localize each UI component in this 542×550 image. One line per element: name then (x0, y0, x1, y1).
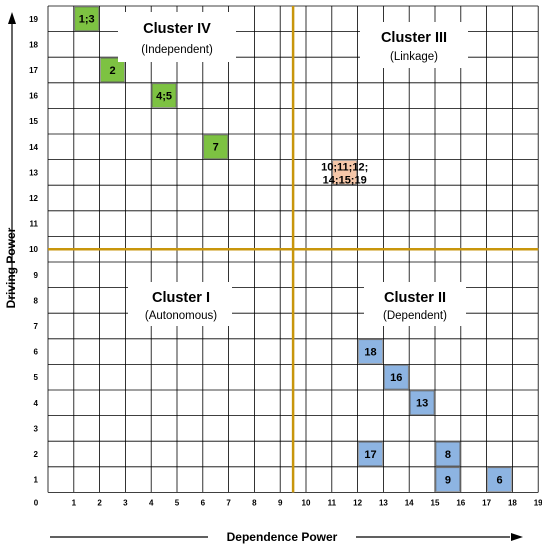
y-tick-label: 17 (29, 66, 38, 75)
cluster-iii-subtitle: (Linkage) (390, 51, 438, 63)
y-tick-label: 19 (29, 15, 38, 24)
variable-cell-linkage (332, 160, 357, 185)
y-tick-label: 1 (34, 476, 39, 485)
variable-cell-independent (151, 83, 177, 108)
cluster-iv-subtitle: (Independent) (141, 44, 213, 56)
cluster-iii-label-bg (360, 22, 468, 68)
x-tick-label: 3 (123, 498, 128, 507)
y-axis-arrowhead (8, 12, 16, 24)
x-axis-title: Dependence Power (227, 530, 338, 544)
variable-cell-independent (203, 134, 228, 159)
y-tick-label: 13 (29, 168, 38, 177)
x-tick-label: 7 (226, 498, 231, 507)
variable-cell-independent (100, 57, 125, 83)
cluster-iv-label-bg (118, 12, 236, 62)
y-tick-label: 6 (34, 348, 39, 357)
cluster-i-title: Cluster I (152, 290, 210, 306)
x-tick-label: 17 (482, 498, 491, 507)
y-tick-label: 16 (29, 92, 38, 101)
y-tick-label: 9 (34, 271, 39, 280)
variable-label: 7 (213, 142, 219, 154)
cluster-ii-title: Cluster II (384, 290, 446, 306)
variable-cell-dependent (384, 365, 409, 390)
y-tick-label: 11 (30, 220, 39, 229)
x-tick-label: 16 (456, 498, 465, 507)
x-tick-label: 4 (149, 498, 154, 507)
x-tick-label: 5 (175, 498, 180, 507)
axis-ticks: 1 2 3 4 5 6 7 8 9 10 11 12 13 14 15 16 17 18 1912345678910… (29, 15, 542, 508)
y-tick-label: 5 (34, 373, 39, 382)
x-tick-label: 14 (405, 498, 414, 507)
cluster-i-subtitle: (Autonomous) (145, 310, 217, 322)
variable-label: 1;3 (79, 14, 95, 26)
variable-label: 6 (496, 475, 502, 487)
x-tick-label: 18 (508, 498, 517, 507)
variable-label: 18 (364, 347, 376, 359)
cluster-iv-title: Cluster IV (143, 21, 211, 37)
x-tick-label: 13 (379, 498, 388, 507)
variable-cell-dependent (435, 441, 461, 467)
y-tick-label: 12 (29, 194, 38, 203)
x-tick-label: 8 (252, 498, 257, 507)
variable-label: 10;11;12; (321, 161, 368, 173)
y-tick-label: 15 (29, 117, 38, 126)
variable-label: 17 (364, 449, 376, 461)
y-tick-label: 10 (29, 245, 38, 254)
variable-cell-dependent (409, 390, 435, 415)
y-tick-label: 7 (34, 322, 39, 331)
cluster-i-label-bg (128, 282, 232, 326)
variable-cell-dependent (487, 467, 512, 492)
variable-label: 9 (445, 475, 451, 487)
variable-label: 8 (445, 449, 451, 461)
variable-cell-independent (74, 6, 99, 31)
y-tick-label: 4 (34, 399, 39, 408)
variable-label: 2 (109, 65, 115, 77)
cluster-ii-subtitle: (Dependent) (383, 310, 447, 322)
variable-label: 13 (416, 398, 428, 410)
x-tick-label: 11 (328, 498, 337, 507)
cluster-iii-title: Cluster III (381, 30, 447, 46)
x-tick-label: 10 (302, 498, 311, 507)
x-tick-label: 2 (97, 498, 102, 507)
origin-label: 0 (34, 498, 39, 507)
variable-label: 14;15;19 (323, 174, 367, 186)
y-tick-label: 18 (29, 40, 38, 49)
variable-label: 16 (390, 372, 402, 384)
x-axis-arrowhead (511, 533, 523, 541)
quadrant-dividers (48, 6, 539, 493)
x-tick-label: 1 (72, 498, 77, 507)
x-tick-label: 15 (431, 498, 440, 507)
y-tick-label: 2 (34, 450, 39, 459)
y-axis-title: Driving Power (4, 227, 18, 308)
x-tick-label: 9 (278, 498, 283, 507)
variable-cell-dependent (435, 467, 461, 492)
variable-label: 4;5 (156, 91, 172, 103)
y-tick-label: 8 (34, 296, 39, 305)
x-tick-label: 12 (353, 498, 362, 507)
variable-cell-dependent (358, 339, 383, 364)
cluster-ii-label-bg (364, 282, 466, 326)
x-tick-label: 6 (201, 498, 206, 507)
x-axis-title-bg (208, 528, 356, 546)
variable-cells: 1;3 2 4;5 7 10;11;12;14;15;19 18 16 13 17 8 9 6 (74, 6, 512, 492)
y-tick-label: 14 (29, 143, 38, 152)
x-tick-label: 19 (534, 498, 542, 507)
y-tick-label: 3 (34, 424, 39, 433)
variable-cell-dependent (358, 441, 383, 467)
